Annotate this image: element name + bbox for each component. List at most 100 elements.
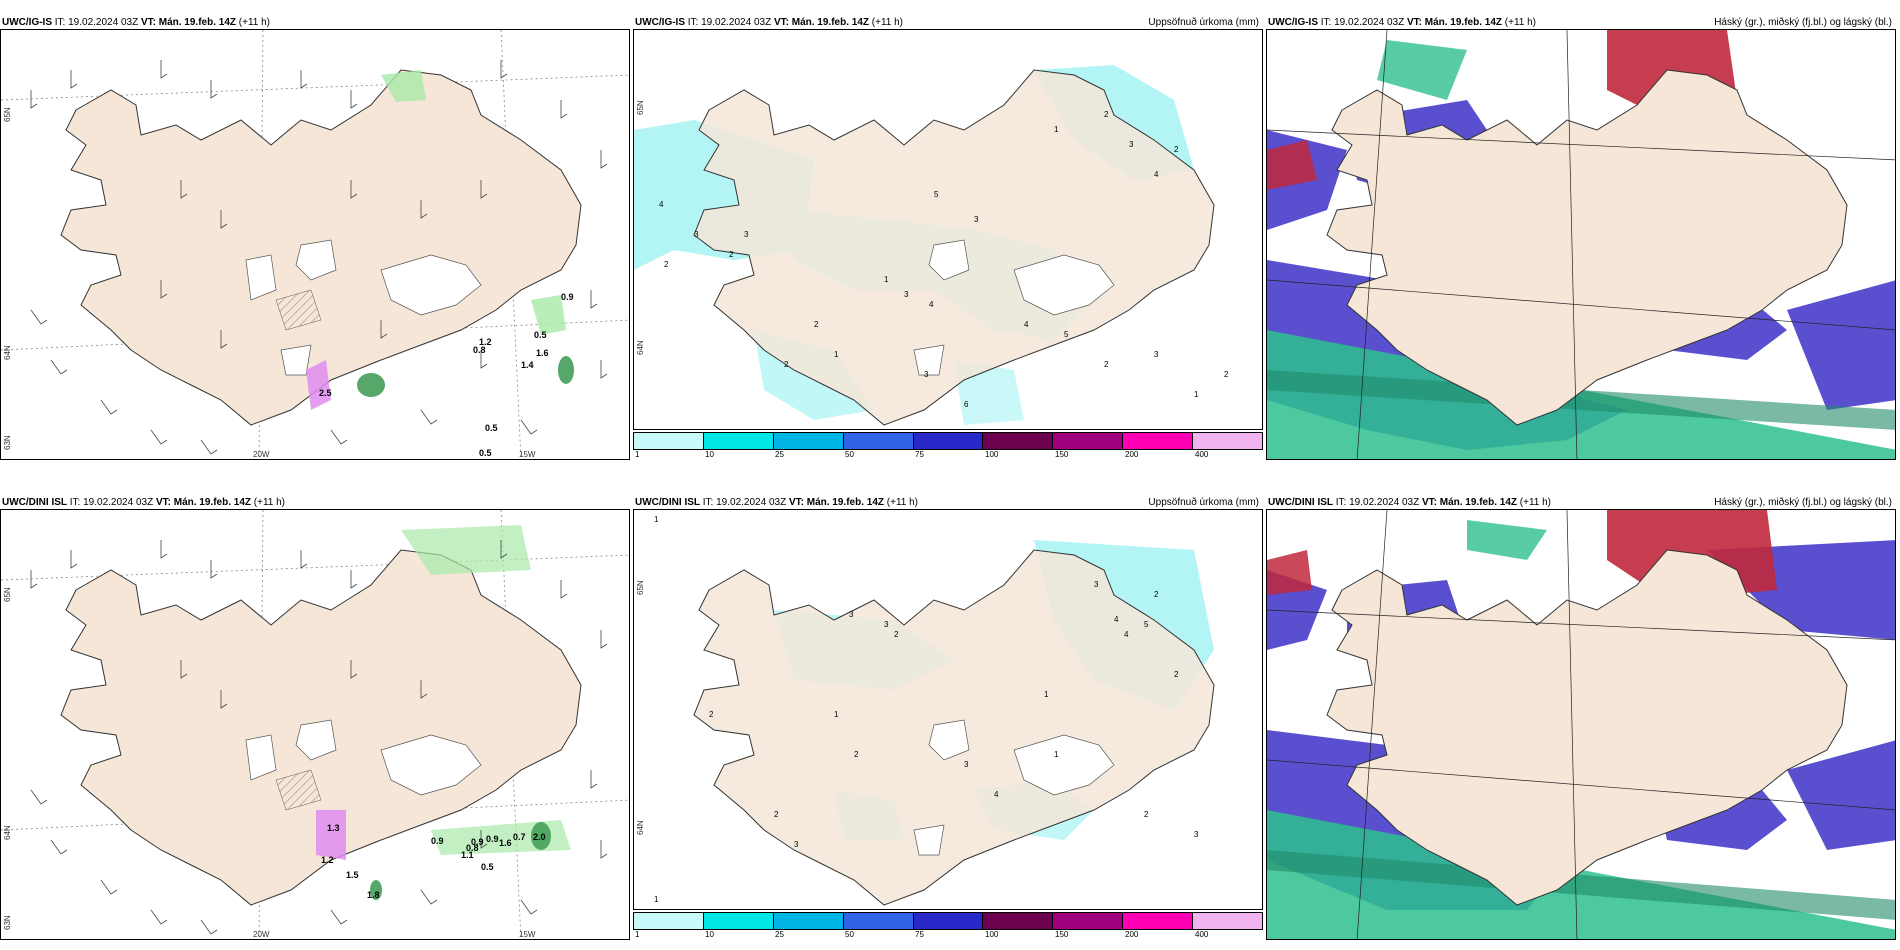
- value-label: 2: [784, 360, 789, 369]
- value-label: 2.5: [319, 388, 332, 398]
- value-label: 3: [694, 230, 699, 239]
- colorbar-tick: 150: [1055, 930, 1069, 939]
- panel-title: Háský (gr.), miðský (fj.bl.) og lágský (…: [1714, 17, 1892, 28]
- colorbar-swatch: [703, 913, 774, 929]
- precip-map[interactable]: 1 2 3 4 2 3 1 2 3 4 5 2 1 3 2 4 1 2 3 1 …: [633, 509, 1263, 910]
- value-label: 2: [729, 250, 734, 259]
- colorbar-swatch: [913, 913, 984, 929]
- precip-colorbar: [633, 432, 1263, 450]
- value-label: 2: [894, 630, 899, 639]
- value-label: 2: [709, 710, 714, 719]
- value-label: 3: [1129, 140, 1134, 149]
- wind-map[interactable]: 0.9 0.9 0.8 0.9 1.1 0.5 1.6 0.7 2.0 1.3 …: [0, 509, 630, 940]
- panel-ig-cloud: UWC/IG-IS IT: 19.02.2024 03Z VT: Mán. 19…: [1266, 14, 1896, 460]
- value-label: 4: [1154, 170, 1159, 179]
- panel-title: Uppsöfnuð úrkoma (mm): [1148, 17, 1259, 28]
- value-label: 1: [1054, 125, 1059, 134]
- colorbar-swatch: [1053, 433, 1124, 449]
- value-label: 3: [904, 290, 909, 299]
- colorbar-tick: 200: [1125, 930, 1139, 939]
- value-label: 1.5: [346, 870, 359, 880]
- value-label: 1: [654, 515, 659, 524]
- value-label: 0.8: [473, 345, 486, 355]
- colorbar-tick: 25: [775, 930, 784, 939]
- lon-label: 20W: [253, 450, 270, 459]
- panel-dini-wind: UWC/DINI ISL IT: 19.02.2024 03Z VT: Mán.…: [0, 494, 630, 940]
- value-label: 1.4: [521, 360, 534, 370]
- panel-header: UWC/DINI ISL IT: 19.02.2024 03Z VT: Mán.…: [1268, 497, 1552, 508]
- lat-label: 63N: [3, 435, 12, 450]
- value-label: 4: [1124, 630, 1129, 639]
- value-label: 1: [1044, 690, 1049, 699]
- value-label: 1.1: [461, 850, 474, 860]
- value-label: 2: [1144, 810, 1149, 819]
- colorbar-tick: 400: [1195, 930, 1209, 939]
- wind-map[interactable]: 0.9 0.5 1.2 0.8 1.6 1.4 0.5 0.5 2.5 20W …: [0, 29, 630, 460]
- colorbar-tick: 50: [845, 930, 854, 939]
- cloud-map-svg: [1267, 30, 1895, 459]
- colorbar-tick: 75: [915, 930, 924, 939]
- colorbar-tick: 75: [915, 450, 924, 459]
- value-label: 1.6: [536, 348, 549, 358]
- value-label: 2: [774, 810, 779, 819]
- colorbar-swatch: [1123, 913, 1194, 929]
- cloud-map-svg: [1267, 510, 1895, 939]
- value-label: 0.7: [513, 832, 526, 842]
- value-label: 2: [1104, 110, 1109, 119]
- value-label: 2: [1224, 370, 1229, 379]
- value-label: 3: [1094, 580, 1099, 589]
- value-label: 3: [1154, 350, 1159, 359]
- colorbar-tick: 150: [1055, 450, 1069, 459]
- cloud-map[interactable]: [1266, 29, 1896, 460]
- colorbar-tick: 100: [985, 450, 999, 459]
- value-label: 2: [814, 320, 819, 329]
- colorbar-tick: 200: [1125, 450, 1139, 459]
- value-label: 1: [654, 895, 659, 904]
- colorbar-swatch: [634, 913, 704, 929]
- value-label: 2: [854, 750, 859, 759]
- value-label: 4: [659, 200, 664, 209]
- colorbar-swatch: [1193, 913, 1263, 929]
- colorbar-swatch: [843, 433, 914, 449]
- value-label: 1.3: [327, 823, 340, 833]
- value-label: 2: [1174, 670, 1179, 679]
- precip-map-svg: [634, 65, 1215, 426]
- value-label: 1: [834, 350, 839, 359]
- lat-label: 64N: [3, 825, 12, 840]
- value-label: 5: [934, 190, 939, 199]
- value-label: 1: [834, 710, 839, 719]
- value-label: 0.5: [485, 423, 498, 433]
- value-label: 0.9: [486, 834, 499, 844]
- colorbar-ticks: 1 10 25 50 75 100 150 200 400: [633, 930, 1263, 940]
- value-label: 2: [1104, 360, 1109, 369]
- cloud-map[interactable]: [1266, 509, 1896, 940]
- colorbar-tick: 1: [635, 450, 640, 459]
- colorbar-swatch: [913, 433, 984, 449]
- value-label: 2: [1174, 145, 1179, 154]
- value-label: 1: [1194, 390, 1199, 399]
- colorbar-swatch: [1193, 433, 1263, 449]
- wind-map-svg: [1, 30, 629, 459]
- panel-header: UWC/IG-IS IT: 19.02.2024 03Z VT: Mán. 19…: [635, 17, 904, 28]
- value-label: 0.9: [471, 837, 484, 847]
- lat-label: 64N: [636, 820, 645, 835]
- panel-dini-cloud: UWC/DINI ISL IT: 19.02.2024 03Z VT: Mán.…: [1266, 494, 1896, 940]
- lon-label: 15W: [519, 450, 536, 459]
- colorbar-tick: 25: [775, 450, 784, 459]
- panel-dini-precip: UWC/DINI ISL IT: 19.02.2024 03Z VT: Mán.…: [633, 494, 1263, 940]
- value-label: 3: [794, 840, 799, 849]
- colorbar-tick: 400: [1195, 450, 1209, 459]
- precip-map-svg: [693, 540, 1215, 906]
- wind-map-svg: [1, 510, 629, 939]
- colorbar-tick: 10: [705, 450, 714, 459]
- value-label: 0.5: [479, 448, 492, 458]
- lat-label: 65N: [636, 100, 645, 115]
- precip-map[interactable]: 2 3 4 2 3 5 3 1 2 3 4 2 1 3 4 2 1 2 3 4 …: [633, 29, 1263, 430]
- panel-ig-wind: UWC/IG-IS IT: 19.02.2024 03Z VT: Mán. 19…: [0, 14, 630, 460]
- precip-colorbar: [633, 912, 1263, 930]
- value-label: 1.8: [367, 890, 380, 900]
- colorbar-swatch: [773, 433, 844, 449]
- panel-title: Háský (gr.), miðský (fj.bl.) og lágský (…: [1714, 497, 1892, 508]
- value-label: 5: [1064, 330, 1069, 339]
- colorbar-tick: 100: [985, 930, 999, 939]
